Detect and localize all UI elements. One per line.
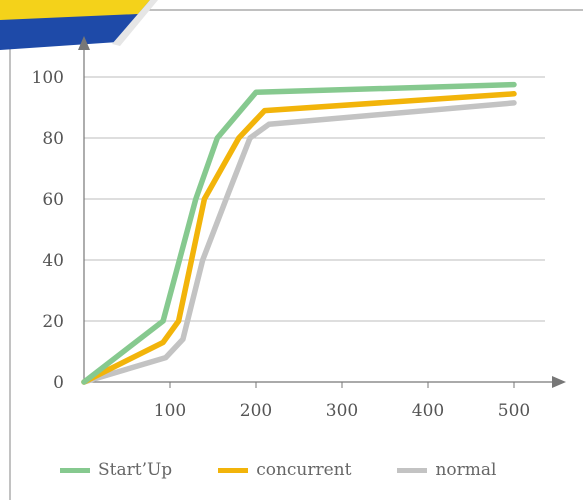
- chart-legend: Start’Up concurrent normal: [60, 455, 542, 485]
- series-line-0: [81, 81, 517, 385]
- legend-item: normal: [397, 460, 496, 480]
- series-line-1: [81, 91, 517, 385]
- y-tick-label: 0: [53, 373, 64, 393]
- x-tick-label: 400: [412, 401, 444, 421]
- grid-layer: [84, 76, 545, 322]
- y-tick-label: 80: [42, 129, 64, 149]
- x-tick-label: 100: [154, 401, 186, 421]
- legend-label: Start’Up: [98, 460, 173, 480]
- tick-layer: 0 20 40 60 80 100 100 200 300 400 500: [32, 68, 531, 421]
- y-tick-label: 100: [32, 68, 64, 88]
- y-tick-label: 20: [42, 312, 64, 332]
- x-axis-arrow: [552, 376, 566, 388]
- legend-swatch: [218, 467, 249, 473]
- legend-item: concurrent: [218, 460, 351, 480]
- legend-swatch: [397, 467, 428, 473]
- x-tick-label: 300: [326, 401, 358, 421]
- brand-logo: [0, 0, 158, 50]
- y-tick-label: 40: [42, 251, 64, 271]
- series-layer: [81, 81, 517, 385]
- legend-label: concurrent: [256, 460, 352, 480]
- x-tick-label: 200: [240, 401, 272, 421]
- legend-item: Start’Up: [60, 460, 172, 480]
- x-tick-label: 500: [498, 401, 530, 421]
- legend-label: normal: [435, 460, 497, 480]
- axis-layer: [78, 36, 566, 388]
- y-tick-label: 60: [42, 190, 64, 210]
- series-line-2: [81, 100, 517, 385]
- y-axis-arrow: [78, 36, 90, 50]
- legend-swatch: [60, 467, 90, 473]
